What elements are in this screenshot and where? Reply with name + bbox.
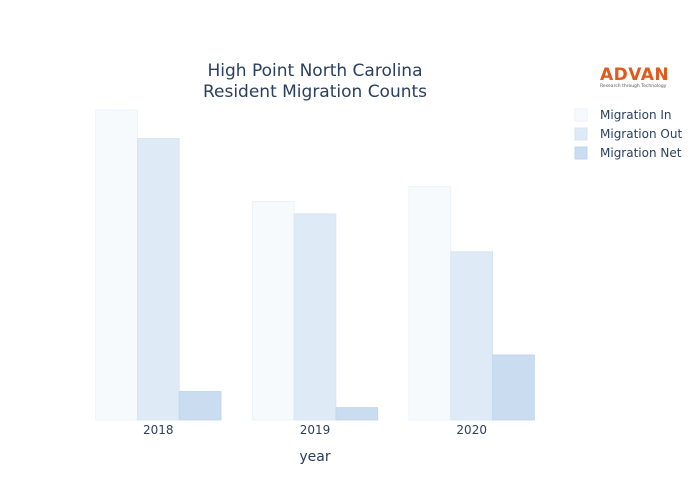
x-tick-label-2019: 2019	[300, 423, 331, 437]
bar-migration-out-2019[interactable]	[293, 213, 337, 421]
bar-migration-in-2018[interactable]	[95, 109, 138, 421]
legend-item-migration-out[interactable]: Migration Out	[574, 127, 682, 141]
bar-migration-net-2020[interactable]	[492, 354, 535, 421]
chart-title-line-1: High Point North Carolina	[208, 61, 423, 81]
legend-label: Migration Net	[600, 146, 682, 160]
legend-label: Migration Out	[600, 127, 682, 141]
legend: Migration In Migration Out Migration Net	[574, 108, 682, 160]
legend-swatch	[574, 146, 588, 160]
bar-migration-in-2019[interactable]	[251, 201, 295, 421]
advan-logo: ADVAN Research through Technology	[600, 66, 672, 90]
x-tick-label-2020: 2020	[456, 423, 487, 437]
x-axis-title: year	[299, 449, 330, 465]
bars-layer	[95, 109, 535, 421]
chart-title-line-2: Resident Migration Counts	[203, 82, 427, 102]
legend-swatch	[574, 108, 588, 122]
bar-migration-in-2020[interactable]	[408, 186, 452, 421]
logo-text: ADVAN	[600, 65, 670, 85]
bar-migration-net-2019[interactable]	[335, 407, 379, 421]
bar-migration-out-2020[interactable]	[450, 251, 493, 421]
bar-migration-net-2018[interactable]	[178, 391, 222, 421]
legend-item-migration-in[interactable]: Migration In	[574, 108, 672, 122]
legend-label: Migration In	[600, 108, 672, 122]
legend-swatch	[574, 127, 588, 141]
chart-title: High Point North Carolina Resident Migra…	[203, 61, 427, 102]
logo-tagline: Research through Technology	[600, 84, 667, 89]
bar-migration-out-2018[interactable]	[136, 138, 180, 421]
x-tick-label-2018: 2018	[143, 423, 174, 437]
legend-item-migration-net[interactable]: Migration Net	[574, 146, 682, 160]
x-tick-labels: 2018 2019 2020	[143, 423, 487, 437]
